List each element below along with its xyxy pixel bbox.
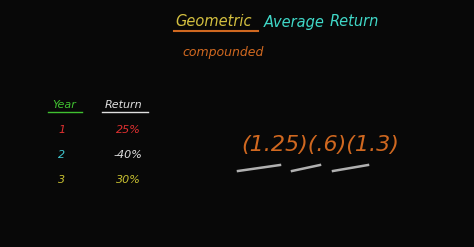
Text: compounded: compounded [182, 45, 264, 59]
Text: (1.25)(.6)(1.3): (1.25)(.6)(1.3) [241, 135, 399, 155]
Text: Geometric: Geometric [175, 15, 252, 29]
Text: 1: 1 [58, 125, 65, 135]
Text: 2: 2 [58, 150, 65, 160]
Text: -40%: -40% [114, 150, 143, 160]
Text: Return: Return [105, 100, 143, 110]
Text: 25%: 25% [116, 125, 140, 135]
Text: Average: Average [264, 15, 325, 29]
Text: Return: Return [330, 15, 379, 29]
Text: Year: Year [52, 100, 76, 110]
Text: 30%: 30% [116, 175, 140, 185]
Text: 3: 3 [58, 175, 65, 185]
